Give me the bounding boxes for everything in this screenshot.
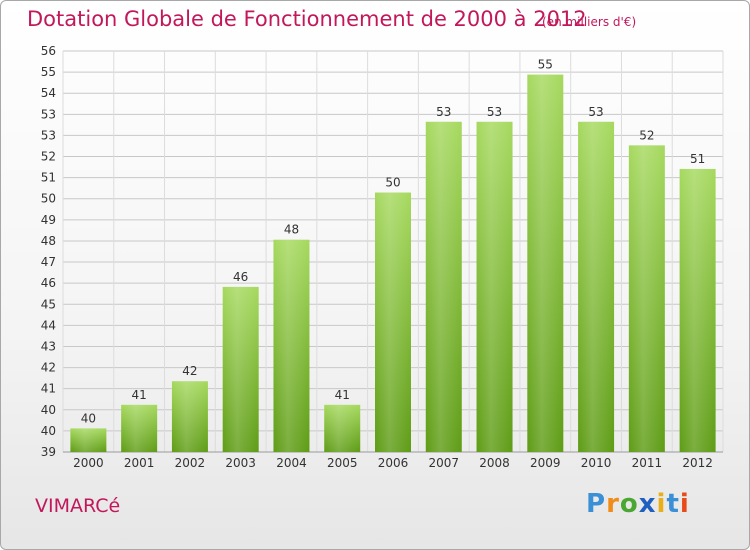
y-tick-label: 49 — [41, 213, 56, 227]
chart-subtitle: (en milliers d'€) — [542, 15, 637, 29]
data-label: 51 — [690, 152, 705, 166]
bar-shine — [679, 168, 716, 453]
x-tick-label: 2008 — [479, 456, 510, 470]
bar-shine — [425, 121, 462, 452]
label-layer: 39 40 40 41 42 43 44 45 46 47 48 49 50 51 52 53 53 54 55 56… — [41, 44, 713, 470]
bar-shine — [375, 192, 411, 452]
y-tick-label: 40 — [41, 403, 56, 417]
bar-shine — [628, 145, 665, 452]
y-tick-label: 41 — [41, 382, 56, 396]
y-tick-label: 40 — [41, 424, 56, 438]
bar-shine — [222, 286, 259, 452]
x-tick-label: 2010 — [581, 456, 612, 470]
y-tick-label: 56 — [41, 44, 56, 58]
data-label: 55 — [538, 58, 553, 72]
y-tick-label: 44 — [41, 318, 56, 332]
y-tick-label: 51 — [41, 171, 56, 185]
bar-shine — [171, 381, 208, 452]
data-label: 41 — [132, 388, 147, 402]
x-tick-label: 2002 — [175, 456, 206, 470]
data-label: 41 — [335, 388, 350, 402]
x-tick-label: 2004 — [276, 456, 307, 470]
proxiti-logo: Proxiti — [586, 489, 690, 519]
data-label: 46 — [233, 270, 248, 284]
x-tick-label: 2012 — [682, 456, 713, 470]
x-tick-label: 2003 — [225, 456, 256, 470]
y-tick-label: 53 — [41, 107, 56, 121]
x-tick-label: 2006 — [378, 456, 409, 470]
y-tick-label: 47 — [41, 255, 56, 269]
y-tick-label: 39 — [41, 445, 56, 459]
data-label: 53 — [487, 105, 502, 119]
bar-shine — [70, 428, 107, 452]
data-label: 52 — [639, 128, 654, 142]
data-label: 53 — [588, 105, 603, 119]
data-label: 53 — [436, 105, 451, 119]
data-label: 48 — [284, 223, 299, 237]
bar-shine — [527, 74, 564, 453]
bar-shine — [324, 404, 361, 452]
x-tick-label: 2001 — [124, 456, 155, 470]
y-tick-label: 46 — [41, 276, 56, 290]
y-tick-label: 53 — [41, 128, 56, 142]
x-tick-label: 2009 — [530, 456, 561, 470]
data-label: 42 — [182, 364, 197, 378]
x-tick-label: 2011 — [632, 456, 663, 470]
bar-shine — [121, 404, 158, 452]
x-tick-label: 2000 — [73, 456, 104, 470]
y-tick-label: 50 — [41, 192, 56, 206]
x-tick-label: 2007 — [428, 456, 459, 470]
data-label: 40 — [81, 411, 96, 425]
bar-shine — [273, 239, 310, 452]
x-tick-label: 2005 — [327, 456, 358, 470]
bar-layer — [70, 74, 716, 453]
bar-shine — [578, 121, 615, 452]
y-tick-label: 45 — [41, 297, 56, 311]
y-tick-label: 43 — [41, 339, 56, 353]
chart-title: Dotation Globale de Fonctionnement de 20… — [27, 7, 587, 31]
y-tick-label: 42 — [41, 361, 56, 375]
commune-name: VIMARCé — [35, 495, 121, 517]
bar-shine — [476, 121, 513, 452]
y-tick-label: 48 — [41, 234, 56, 248]
y-tick-label: 54 — [41, 86, 56, 100]
y-tick-label: 52 — [41, 150, 56, 164]
data-label: 50 — [385, 176, 400, 190]
y-tick-label: 55 — [41, 65, 56, 79]
